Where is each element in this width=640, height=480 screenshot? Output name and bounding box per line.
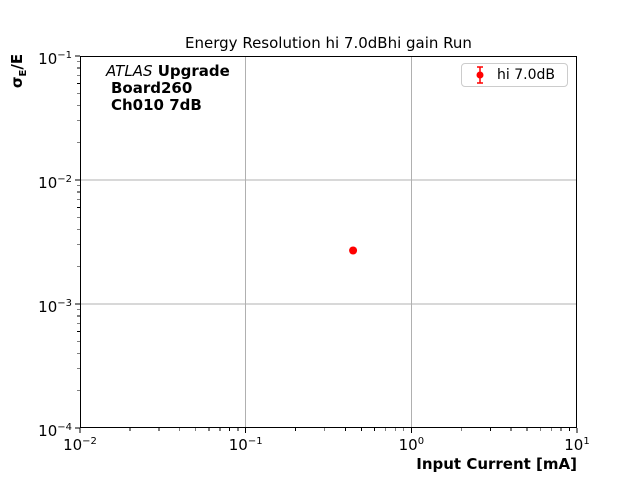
x-tick-label: 100 (398, 436, 425, 454)
ylabel-rest: /E (8, 53, 26, 70)
legend: hi 7.0dB (461, 63, 568, 87)
x-axis-label: Input Current [mA] (416, 455, 577, 473)
annotation-line-1: ATLAS Upgrade (106, 63, 230, 80)
x-tick-label: 10−1 (228, 436, 263, 454)
annotation-line-3: Ch010 7dB (111, 96, 202, 114)
legend-marker-dot (476, 71, 484, 79)
y-tick-label: 10−2 (38, 174, 72, 192)
y-tick-label: 10−4 (38, 422, 72, 440)
annotation-upgrade: Upgrade (157, 62, 230, 80)
x-tick-label: 10−2 (63, 436, 97, 454)
annotation-experiment: ATLAS (106, 62, 153, 80)
atlas-annotation: ATLAS Upgrade Board260 Ch010 7dB (106, 63, 230, 114)
y-tick-label: 10−1 (38, 50, 72, 68)
chart-title: Energy Resolution hi 7.0dBhi gain Run (185, 34, 472, 52)
ylabel-sigma: σ (8, 76, 26, 89)
data-point-marker (349, 246, 358, 255)
x-tick-label: 101 (564, 436, 590, 454)
axes-spines (80, 56, 577, 428)
errorbar-marker-icon (476, 66, 484, 84)
ylabel-subscript: E (18, 69, 29, 77)
y-tick-label: 10−3 (38, 298, 72, 316)
annotation-line-2: Board260 (111, 79, 193, 97)
legend-label: hi 7.0dB (497, 67, 555, 83)
y-axis-label: σE/E (8, 42, 29, 100)
